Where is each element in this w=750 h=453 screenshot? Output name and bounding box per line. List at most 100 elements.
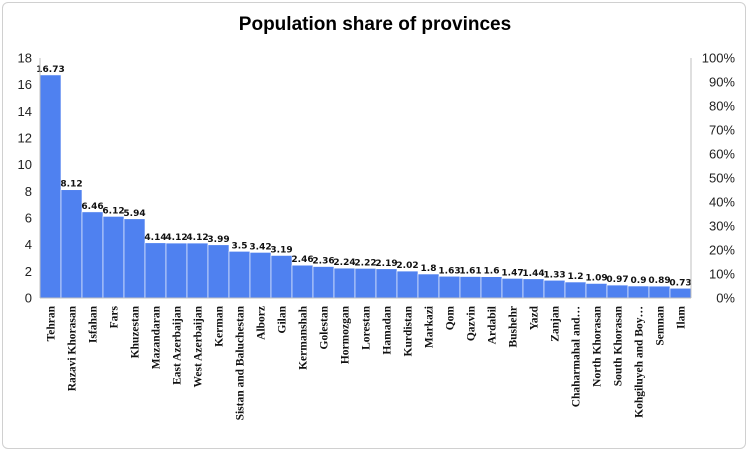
bar [165, 242, 188, 299]
x-tick-label: Kurdistan [403, 305, 415, 356]
bar [417, 273, 440, 299]
data-label: 2.22 [354, 258, 376, 268]
y-tick-label: 6 [25, 211, 32, 226]
x-tick-label: Golestan [319, 305, 331, 349]
bar [333, 267, 356, 299]
data-label: 1.2 [568, 272, 584, 282]
data-label: 8.12 [60, 180, 82, 190]
data-label: 2.19 [375, 259, 397, 269]
data-label: 1.63 [438, 266, 460, 276]
data-label: 3.99 [207, 235, 229, 245]
y2-tick-label: 90% [709, 75, 735, 90]
bar [459, 276, 482, 299]
data-label: 1.09 [585, 273, 607, 283]
data-label: 4.12 [186, 233, 208, 243]
bar [60, 189, 83, 299]
bar [291, 264, 314, 299]
data-label: 4.12 [165, 233, 187, 243]
chart-title: Population share of provinces [238, 14, 512, 35]
data-label: 0.97 [606, 275, 628, 285]
x-tick-label: West Azerbaijan [193, 305, 205, 387]
bar [480, 276, 503, 299]
bar [543, 279, 566, 299]
bar [648, 285, 671, 299]
data-label: 1.44 [522, 269, 544, 279]
bar [312, 266, 335, 299]
x-tick-label: Markazi [424, 305, 436, 348]
bar [207, 244, 230, 299]
bar [228, 251, 251, 299]
x-tick-label: Qazvin [466, 305, 478, 341]
x-tick-label: Yazd [529, 305, 541, 330]
x-tick-label: Mazandaran [151, 305, 163, 369]
data-label: 1.6 [484, 267, 500, 277]
data-label: 0.89 [648, 276, 670, 286]
bar [270, 255, 293, 299]
bar [585, 283, 608, 299]
y2-tick-label: 80% [709, 99, 735, 114]
y2-tick-label: 30% [709, 219, 735, 234]
x-tick-label: North Khorasan [592, 305, 604, 386]
x-tick-label: Hamadan [382, 305, 394, 354]
x-tick-label: Fars [109, 305, 121, 328]
data-label: 1.47 [501, 268, 523, 278]
bar [522, 278, 545, 299]
y-tick-label: 16 [18, 77, 32, 92]
x-tick-label: Bushehr [508, 306, 520, 348]
y2-tick-label: 20% [709, 243, 735, 258]
bar [396, 270, 419, 299]
x-tick-label: Hormozgan [340, 305, 352, 364]
bar [144, 242, 167, 299]
bar [249, 252, 272, 299]
x-tick-label: Tehran [46, 305, 58, 341]
bar [606, 284, 629, 299]
data-label: 16.73 [36, 65, 64, 75]
x-tick-label: Razavi Khorasan [67, 305, 79, 391]
data-label: 3.42 [249, 242, 271, 252]
bar [375, 268, 398, 299]
y-tick-label: 8 [25, 184, 32, 199]
data-label: 2.36 [312, 257, 334, 267]
x-tick-label: Chaharmahal and… [571, 306, 583, 407]
x-tick-label: Qom [445, 306, 457, 331]
y-tick-label: 14 [18, 104, 32, 119]
y-tick-label: 0 [25, 291, 32, 306]
bar [123, 218, 146, 299]
bar [186, 242, 209, 299]
x-tick-label: Ardabil [487, 306, 499, 344]
y2-tick-label: 50% [709, 171, 735, 186]
y2-tick-label: 10% [709, 267, 735, 282]
y-tick-label: 12 [18, 131, 32, 146]
x-tick-label: Zanjan [550, 305, 562, 341]
x-tick-label: Kerman [214, 305, 226, 346]
y2-tick-label: 60% [709, 147, 735, 162]
y-tick-label: 18 [18, 51, 32, 66]
x-tick-label: Kermanshah [298, 305, 310, 370]
y-tick-label: 2 [25, 264, 32, 279]
x-tick-label: Alborz [256, 306, 268, 340]
x-tick-label: Gilan [277, 305, 289, 333]
y2-tick-label: 40% [709, 195, 735, 210]
data-label: 2.46 [291, 255, 313, 265]
y2-tick-label: 0% [716, 291, 735, 306]
data-label: 1.61 [459, 267, 481, 277]
bar [354, 268, 377, 299]
data-label: 3.5 [232, 241, 248, 251]
data-label: 1.33 [543, 270, 565, 280]
data-label: 1.8 [421, 264, 437, 274]
x-tick-label: South Khorasan [613, 305, 625, 386]
data-label: 2.02 [396, 261, 418, 271]
x-tick-label: Lorestan [361, 305, 373, 349]
bar [564, 281, 587, 299]
data-label: 3.19 [270, 245, 292, 255]
x-tick-label: Ilam [676, 306, 688, 329]
bar [669, 287, 692, 299]
bar [102, 216, 125, 299]
bar [501, 278, 524, 299]
bar [81, 211, 104, 299]
x-tick-label: Semnan [655, 305, 667, 345]
bar [627, 285, 650, 299]
x-tick-label: East Azerbaijan [172, 305, 184, 385]
y2-tick-label: 100% [702, 51, 736, 66]
